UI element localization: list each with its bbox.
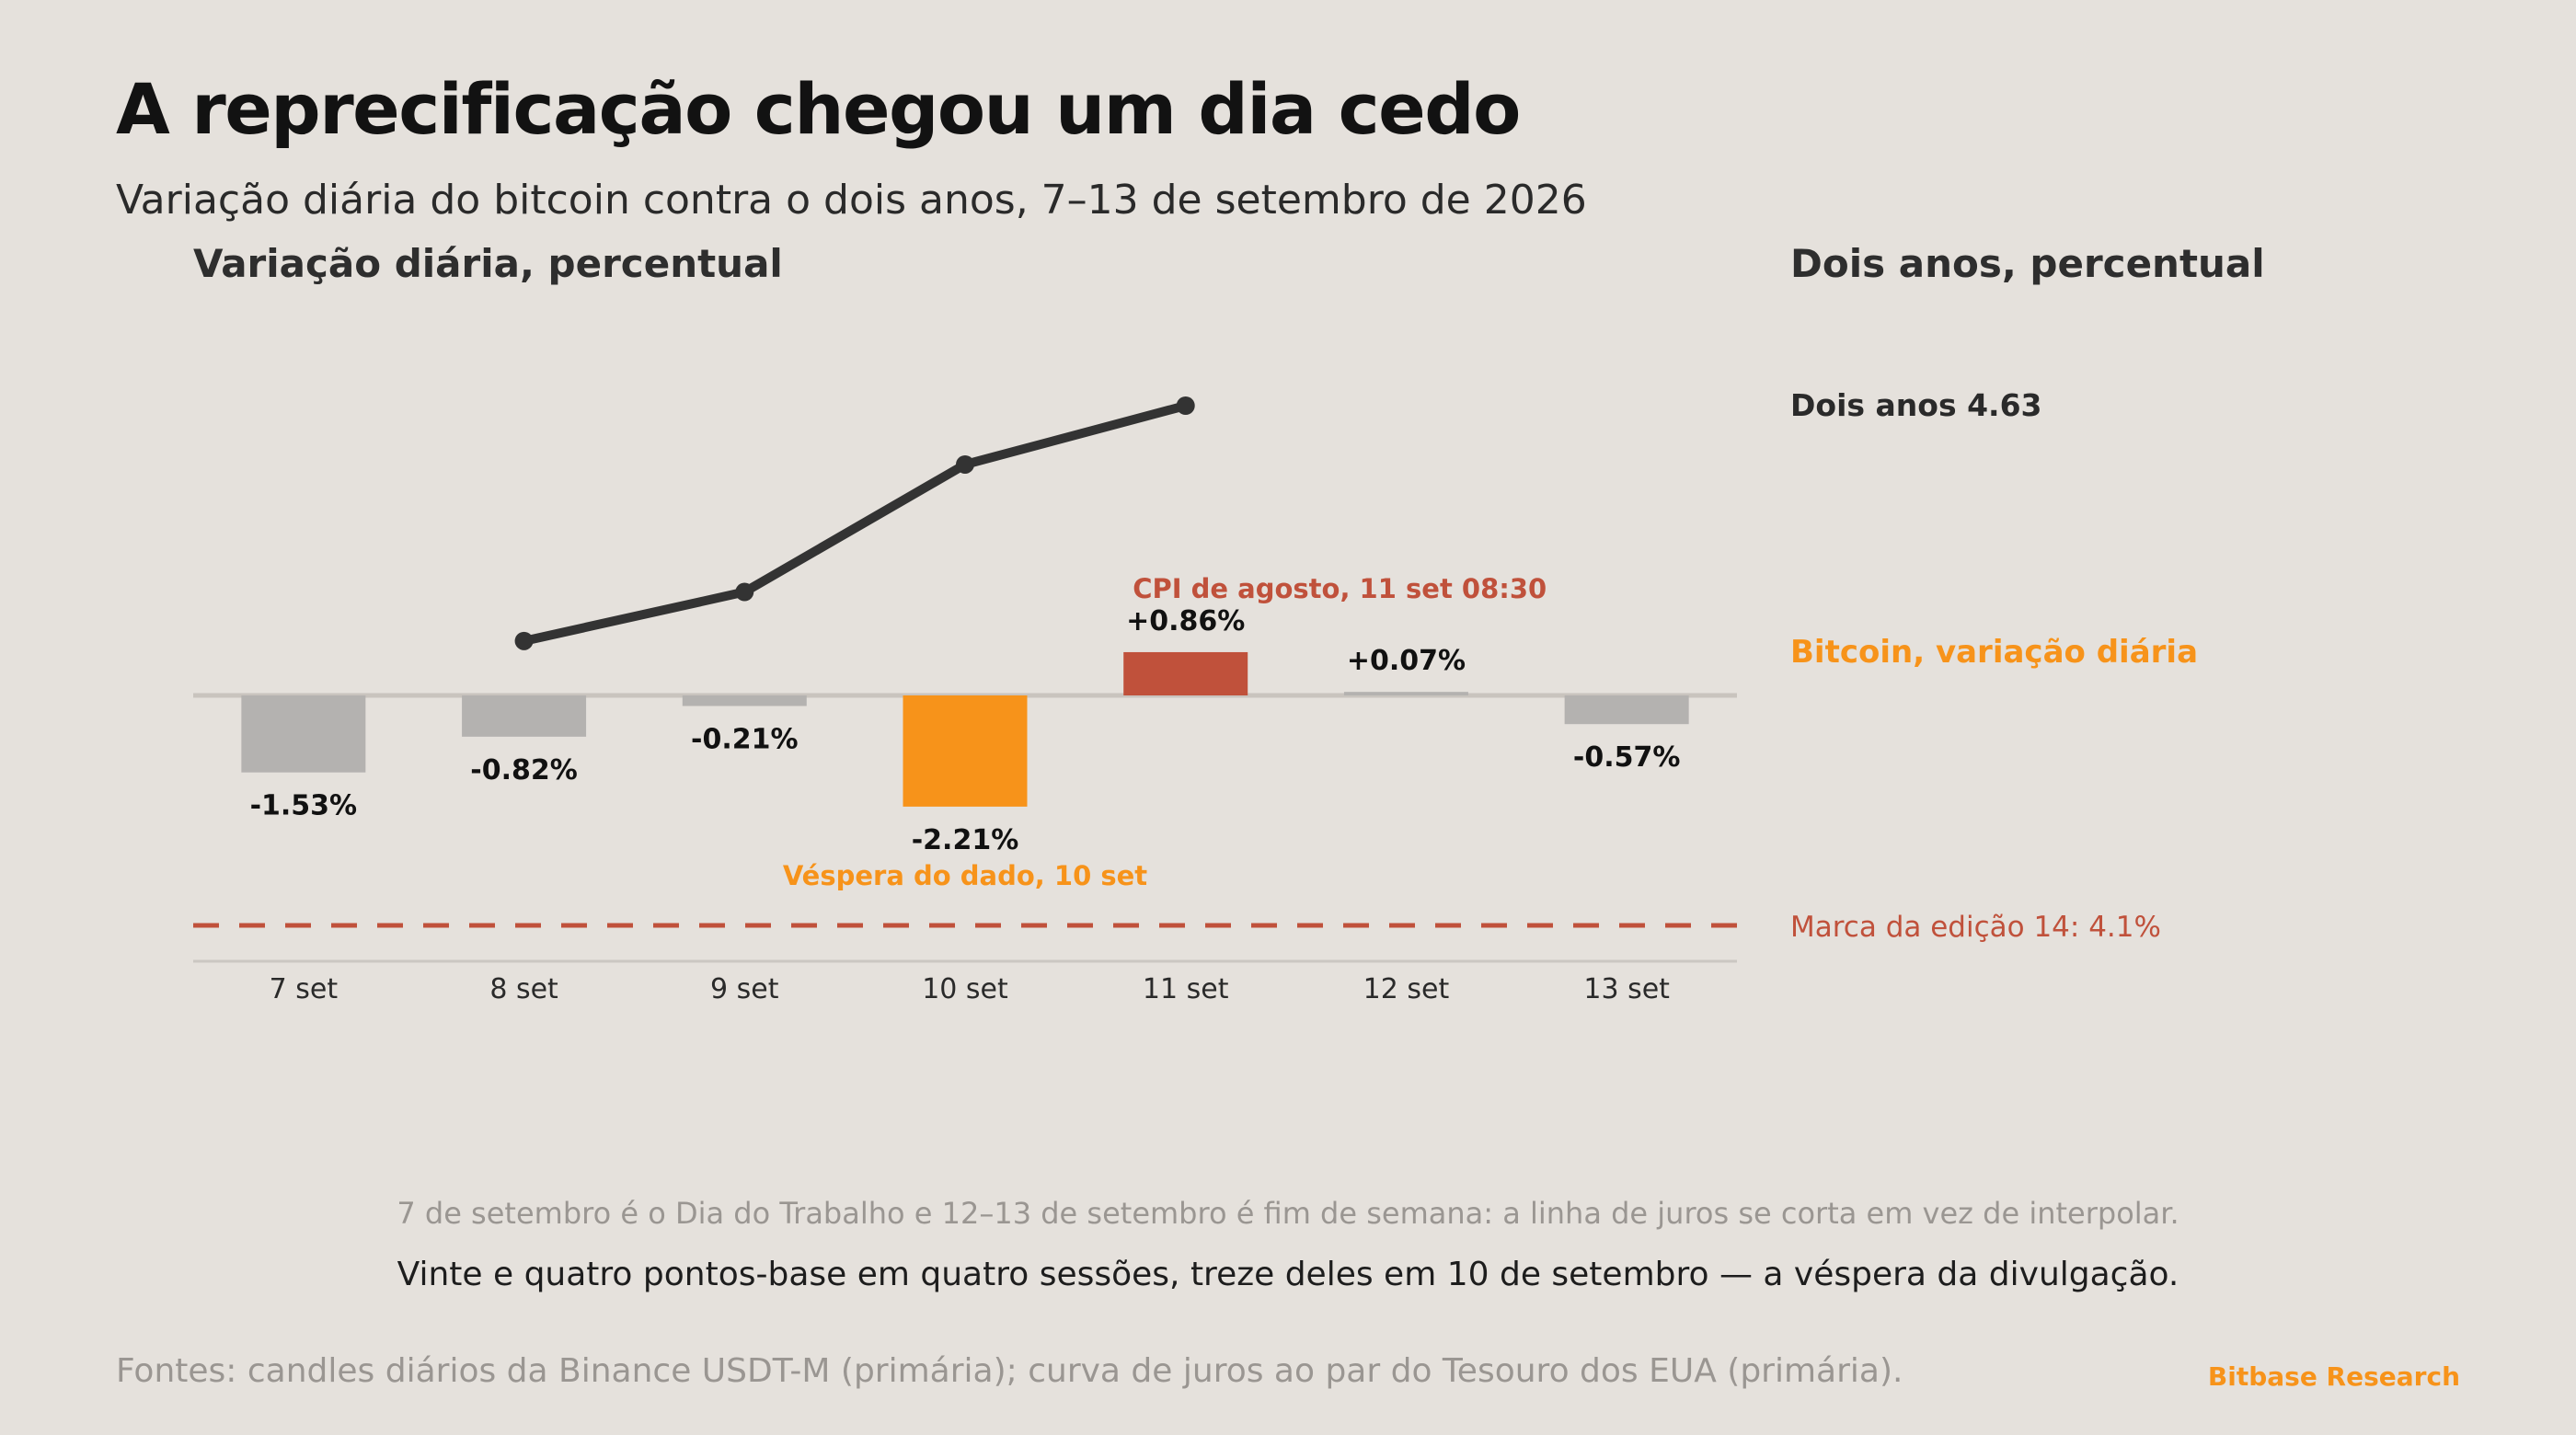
- two-year-point: [1176, 396, 1195, 415]
- bar-11-set: [1123, 651, 1248, 695]
- footnote-takeaway: Vinte e quatro pontos-base em quatro ses…: [397, 1256, 2179, 1293]
- brand-label: Bitbase Research: [2207, 1361, 2460, 1392]
- bar-value-label: -0.57%: [1573, 741, 1681, 774]
- bar-value-label: -1.53%: [250, 790, 358, 822]
- bar-7-set: [241, 695, 366, 773]
- bar-9-set: [682, 695, 807, 706]
- two-year-point: [956, 454, 974, 474]
- chart-canvas: Marca da edição 14: 4.1% -1.53% 7 set -0.82…: [193, 387, 2198, 1005]
- bar-value-label: +0.07%: [1347, 645, 1466, 677]
- bar-value-label: -0.82%: [470, 754, 578, 786]
- bar-series-label: Bitcoin, variação diária: [1790, 634, 2198, 671]
- sources-text: Fontes: candles diários da Binance USDT-…: [116, 1352, 1903, 1390]
- footnote-gaps: 7 de setembro é o Dia do Trabalho e 12–1…: [397, 1196, 2179, 1231]
- chart-subtitle: Variação diária do bitcoin contra o dois…: [116, 177, 1587, 224]
- bar-12-set: [1343, 692, 1468, 695]
- bar-13-set: [1564, 695, 1689, 725]
- left-axis-label: Variação diária, percentual: [193, 241, 783, 286]
- line-end-label: Dois anos 4.63: [1790, 387, 2042, 423]
- bar-10-set: [903, 695, 1028, 807]
- x-tick-label: 12 set: [1363, 973, 1450, 1005]
- x-tick-label: 11 set: [1143, 973, 1229, 1005]
- two-year-point: [735, 582, 754, 602]
- reference-line-label: Marca da edição 14: 4.1%: [1790, 911, 2161, 944]
- bar-8-set: [462, 695, 587, 737]
- two-year-point: [514, 631, 534, 650]
- x-tick-label: 8 set: [489, 973, 558, 1005]
- x-tick-label: 10 set: [922, 973, 1008, 1005]
- cpi-annotation: CPI de agosto, 11 set 08:30: [1133, 573, 1547, 604]
- bar-value-label: -0.21%: [691, 723, 799, 755]
- bar-value-label: -2.21%: [912, 824, 1019, 856]
- two-year-line: [519, 401, 1190, 646]
- x-tick-label: 7 set: [270, 973, 339, 1005]
- x-tick-label: 9 set: [710, 973, 779, 1005]
- x-tick-label: 13 set: [1583, 973, 1670, 1005]
- bar-value-label: +0.86%: [1126, 605, 1245, 637]
- right-axis-label: Dois anos, percentual: [1790, 241, 2265, 286]
- chart-title: A reprecificação chegou um dia cedo: [116, 68, 1521, 150]
- eve-annotation: Véspera do dado, 10 set: [783, 860, 1147, 891]
